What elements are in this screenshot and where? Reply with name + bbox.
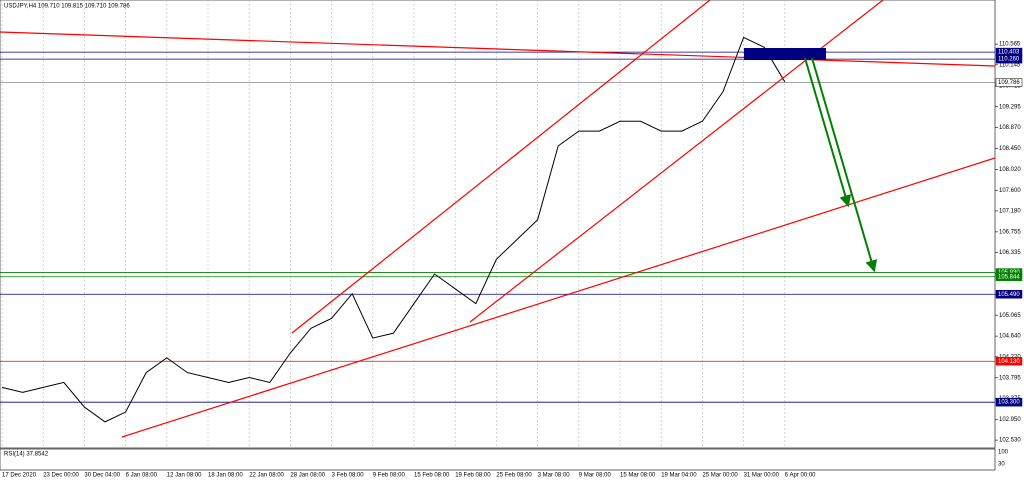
rsi-tick: 100: [998, 450, 1009, 456]
y-tick-label: 110.565: [999, 42, 1021, 48]
x-tick-label: 19 Mar 04:00: [661, 473, 697, 479]
price-level-box: [995, 397, 1023, 407]
x-tick-label: 6 Apr 00:00: [785, 473, 816, 479]
level-layer: [0, 51, 995, 403]
price-level-label: 105.490: [998, 292, 1020, 298]
trendline: [0, 31, 995, 67]
x-tick-label: 31 Mar 00:00: [744, 473, 780, 479]
x-tick-label: 28 Jan 08:00: [290, 473, 325, 479]
y-tick-label: 107.600: [999, 188, 1021, 194]
price-level-box: [995, 78, 1023, 87]
y-tick-label: 109.295: [999, 104, 1021, 110]
price-level-label: 110.260: [998, 57, 1020, 63]
y-tick-label: 108.450: [999, 146, 1021, 152]
x-tick-label: 6 Jan 08:00: [126, 473, 158, 479]
x-tick-label: 3 Mar 08:00: [538, 473, 571, 479]
x-tick-label: 3 Feb 08:00: [332, 473, 365, 479]
x-tick-label: 15 Mar 08:00: [620, 473, 656, 479]
rsi-label: RSI(14) 37.8542: [4, 452, 49, 458]
x-tick-label: 22 Jan 08:00: [249, 473, 284, 479]
plot-frame: [0, 0, 996, 449]
y-tick-label: 104.640: [999, 334, 1021, 340]
x-tick-label: 9 Feb 08:00: [373, 473, 406, 479]
x-tick-label: 30 Dec 04:00: [84, 473, 120, 479]
price-level-box: [995, 54, 1023, 64]
x-tick-label: 15 Feb 08:00: [414, 473, 450, 479]
price-level-label: 110.403: [998, 50, 1020, 56]
channel-upper: [291, 0, 711, 334]
x-tick-label: 18 Jan 08:00: [208, 473, 243, 479]
x-tick-label: 17 Dec 2020: [2, 473, 37, 479]
y-tick-label: 108.870: [999, 125, 1021, 131]
y-tick-label: 105.065: [999, 313, 1021, 319]
price-level-label: 103.300: [998, 400, 1020, 406]
y-tick-label: 110.145: [999, 62, 1021, 68]
price-level-label: 104.130: [998, 359, 1020, 365]
series-layer: [1, 36, 786, 423]
price-level-box: [995, 272, 1023, 282]
rsi-tick: 30: [998, 462, 1005, 468]
price-level-label: 109.786: [998, 80, 1020, 86]
resistance-zone: [744, 48, 826, 60]
x-tick-label: 19 Feb 08:00: [455, 473, 491, 479]
price-level-box: [995, 357, 1023, 366]
price-level-label: 105.844: [998, 274, 1020, 280]
chart-title: USDJPY,H4 109.710 109.815 109.710 109.78…: [4, 4, 130, 10]
y-tick-label: 106.335: [999, 250, 1021, 256]
y-tick-label: 103.795: [999, 375, 1021, 381]
x-tick-label: 12 Jan 08:00: [167, 473, 202, 479]
y-tick-label: 102.950: [999, 417, 1021, 423]
x-tick-label: 25 Mar 00:00: [702, 473, 738, 479]
x-tick-label: 25 Feb 08:00: [496, 473, 532, 479]
y-tick-label: 106.755: [999, 229, 1021, 235]
annotations: [0, 0, 995, 438]
x-tick-label: 23 Dec 00:00: [43, 473, 79, 479]
price-line: [1, 36, 786, 423]
y-tick-label: 108.020: [999, 167, 1021, 173]
x-tick-label: 9 Mar 08:00: [579, 473, 612, 479]
target-arrow: [804, 57, 852, 208]
y-tick-label: 107.180: [999, 209, 1021, 215]
rsi-pane: [0, 448, 996, 471]
y-tick-label: 102.530: [999, 438, 1021, 444]
price-level-box: [995, 289, 1023, 299]
target-arrow: [811, 57, 878, 273]
grid-layer: [1, 0, 786, 448]
